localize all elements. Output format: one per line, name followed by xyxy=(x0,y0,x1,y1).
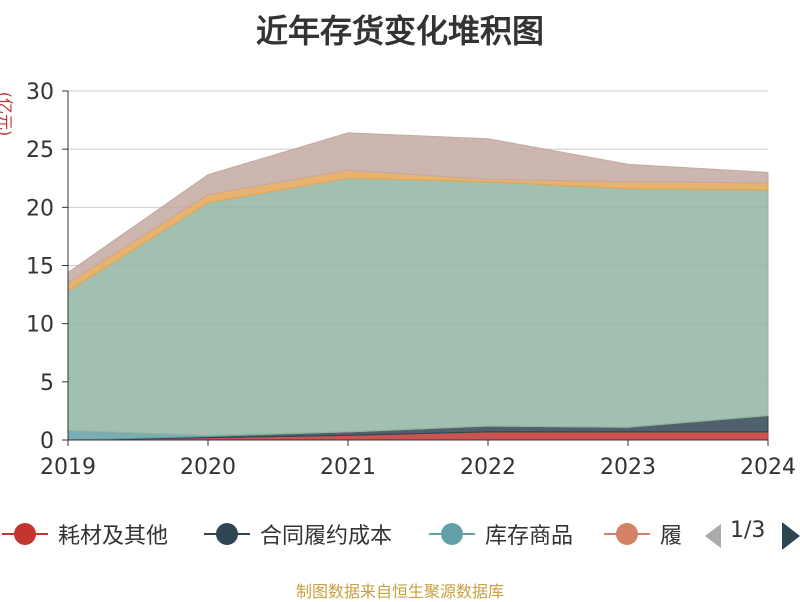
legend: 耗材及其他 合同履约成本 库存商品 履 xyxy=(0,512,800,556)
legend-label: 履 xyxy=(660,524,683,549)
legend-item[interactable]: 履 xyxy=(602,512,682,556)
legend-marker-icon xyxy=(0,512,50,556)
data-source-note: 制图数据来自恒生聚源数据库 xyxy=(295,582,504,601)
x-tick-label: 2021 xyxy=(320,455,376,480)
y-tick-label: 20 xyxy=(26,196,54,221)
legend-page-indicator: 1/3 xyxy=(730,518,766,543)
legend-item[interactable]: 合同履约成本 xyxy=(202,512,392,556)
y-tick-label: 5 xyxy=(40,371,54,396)
area-7 xyxy=(67,132,769,284)
axes: 0 5 10 15 20 25 30 2019 2020 2021 2022 2023 2024 xyxy=(26,80,796,480)
x-tick-label: 2019 xyxy=(40,455,96,480)
chart-title: 近年存货变化堆积图 xyxy=(255,12,544,50)
y-tick-label: 15 xyxy=(26,255,54,280)
y-tick-label: 30 xyxy=(26,80,54,105)
legend-item[interactable]: 耗材及其他 xyxy=(0,512,168,556)
legend-label: 耗材及其他 xyxy=(58,524,169,549)
y-tick-label: 0 xyxy=(40,429,54,454)
legend-marker-icon xyxy=(427,512,477,556)
legend-marker-icon xyxy=(202,512,252,556)
y-tick-label: 10 xyxy=(26,313,54,338)
x-tick-label: 2022 xyxy=(460,455,516,480)
legend-prev-page-arrow-icon[interactable] xyxy=(705,524,721,548)
legend-marker-icon xyxy=(602,512,652,556)
legend-label: 库存商品 xyxy=(485,524,574,549)
legend-next-page-arrow-icon[interactable] xyxy=(782,522,800,550)
x-tick-label: 2024 xyxy=(740,455,796,480)
legend-label: 合同履约成本 xyxy=(260,524,393,549)
x-tick-label: 2020 xyxy=(180,455,236,480)
legend-pager: 1/3 xyxy=(700,512,800,556)
legend-item[interactable]: 库存商品 xyxy=(427,512,573,556)
area-series xyxy=(67,132,769,441)
x-tick-label: 2023 xyxy=(600,455,656,480)
y-tick-label: 25 xyxy=(26,138,54,163)
